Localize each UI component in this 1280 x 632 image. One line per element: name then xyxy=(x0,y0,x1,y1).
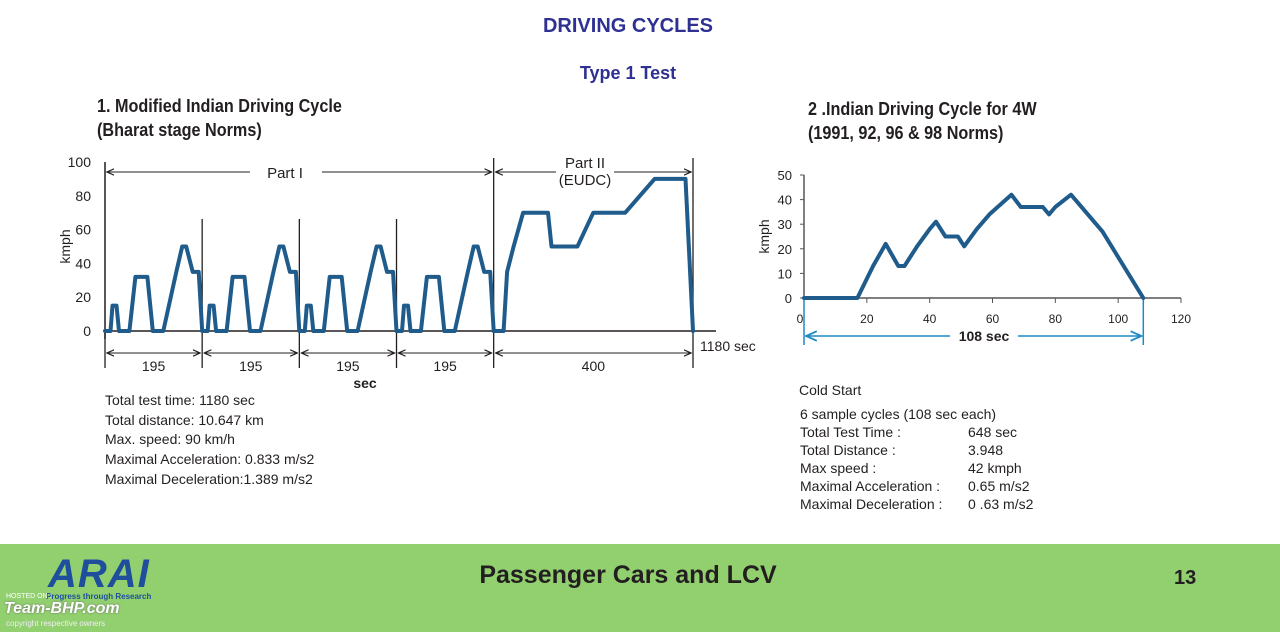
chart1-y-tick-label: 40 xyxy=(75,255,91,271)
info-row: Max speed : 42 kmph xyxy=(800,459,1033,477)
chart2-x-tick-label: 20 xyxy=(860,312,874,326)
chart1-y-tick-label: 20 xyxy=(75,289,91,305)
chart2-y-tick-label: 40 xyxy=(778,193,792,208)
chart1-series-line xyxy=(103,176,695,333)
chart1-part2-label: Part II xyxy=(565,155,605,172)
chart1-info: Total test time: 1180 sec Total distance… xyxy=(105,391,314,490)
chart1-part1-label: Part I xyxy=(267,165,303,182)
chart2-y-tick-label: 20 xyxy=(778,242,792,257)
info-value: 3.948 xyxy=(968,442,1004,458)
sample-cycles-line: 6 sample cycles (108 sec each) xyxy=(800,406,997,422)
chart1-y-tick-label: 80 xyxy=(75,188,91,204)
info-row: Total Test Time : 648 sec xyxy=(800,423,1033,441)
info-key: Maximal Deceleration : xyxy=(800,496,943,512)
chart1-title-line2: (Bharat stage Norms) xyxy=(97,120,262,140)
page-title: DRIVING CYCLES xyxy=(542,15,714,37)
chart1: 0 20 40 60 80 100 kmph 195 195 195 195 400 1180 sec s… xyxy=(57,154,756,391)
chart2-y-tick-label: 0 xyxy=(785,291,792,306)
chart2-x-tick-label: 80 xyxy=(1049,312,1063,326)
chart1-info-line: Total test time: 1180 sec xyxy=(105,392,255,408)
page-number: 13 xyxy=(1174,567,1197,589)
chart1-duration-label: 195 xyxy=(433,358,457,374)
chart1-x-label: sec xyxy=(353,375,377,391)
info-value: 648 sec xyxy=(968,424,1018,440)
arai-logo: ARAI xyxy=(48,552,150,596)
info-row: Maximal Deceleration : 0 .63 m/s2 xyxy=(800,495,1033,513)
chart2-title-line1: 2 .Indian Driving Cycle for 4W xyxy=(808,99,1037,119)
info-key: Maximal Acceleration : xyxy=(800,478,941,494)
chart2-info: 6 sample cycles (108 sec each) Total Tes… xyxy=(800,405,1033,513)
chart2-span-label: 108 sec xyxy=(959,328,1010,344)
logo-tagline: Progress through Research xyxy=(46,592,152,601)
info-row: Maximal Acceleration : 0.65 m/s2 xyxy=(800,477,1033,495)
page-subtitle: Type 1 Test xyxy=(579,63,677,83)
footer-bar xyxy=(0,544,1280,632)
chart1-y-tick-label: 60 xyxy=(75,222,91,238)
chart2-y-tick-label: 50 xyxy=(778,168,792,183)
chart1-title-line1: 1. Modified Indian Driving Cycle xyxy=(97,96,342,116)
chart2-x-tick-label: 60 xyxy=(986,312,1000,326)
cold-start-label: Cold Start xyxy=(799,382,862,398)
chart1-info-line: Max. speed: 90 km/h xyxy=(105,431,235,448)
info-row: Total Distance : 3.948 xyxy=(800,441,1033,459)
chart2-series-line xyxy=(802,192,1146,300)
chart1-info-line: Maximal Deceleration:1.389 m/s2 xyxy=(105,470,313,487)
chart1-y-tick-label: 0 xyxy=(83,323,91,339)
chart1-duration-label: 195 xyxy=(336,358,360,374)
info-value: 0.65 m/s2 xyxy=(968,478,1030,494)
chart2-y-tick-label: 30 xyxy=(778,217,792,232)
chart2-x-tick-label: 0 xyxy=(797,312,804,326)
chart2-x-tick-label: 100 xyxy=(1108,312,1128,326)
chart2: 0 10 20 30 40 50 0 20 40 60 80 100 120 kmph 108 sec xyxy=(756,168,1191,345)
footer-title: Passenger Cars and LCV xyxy=(479,561,777,589)
watermark: Team-BHP.com xyxy=(4,600,120,617)
chart1-duration-label: 195 xyxy=(142,358,166,374)
chart1-y-tick-label: 100 xyxy=(68,154,92,170)
chart1-info-line: Total distance: 10.647 km xyxy=(105,411,264,428)
chart1-info-line: Maximal Acceleration: 0.833 m/s2 xyxy=(105,451,315,468)
info-value: 42 kmph xyxy=(968,460,1022,476)
chart1-y-label: kmph xyxy=(57,229,73,263)
info-key: Total Distance : xyxy=(800,442,896,458)
hosted-label: HOSTED ON : xyxy=(6,593,52,600)
chart2-y-tick-label: 10 xyxy=(778,266,792,281)
info-key: Max speed : xyxy=(800,460,877,476)
chart2-x-tick-label: 120 xyxy=(1171,312,1191,326)
info-value: 0 .63 m/s2 xyxy=(968,496,1034,512)
chart2-x-tick-label: 40 xyxy=(923,312,937,326)
chart2-title-line2: (1991, 92, 96 & 98 Norms) xyxy=(808,123,1004,143)
info-key: Total Test Time : xyxy=(800,424,901,440)
copyright-text: copyright respective owners xyxy=(6,619,106,628)
chart2-y-label: kmph xyxy=(756,219,772,253)
chart1-duration-label: 400 xyxy=(582,358,606,374)
chart1-duration-label: 195 xyxy=(239,358,263,374)
chart1-part2-sub-label: (EUDC) xyxy=(559,172,612,189)
chart1-end-label: 1180 sec xyxy=(700,338,756,354)
